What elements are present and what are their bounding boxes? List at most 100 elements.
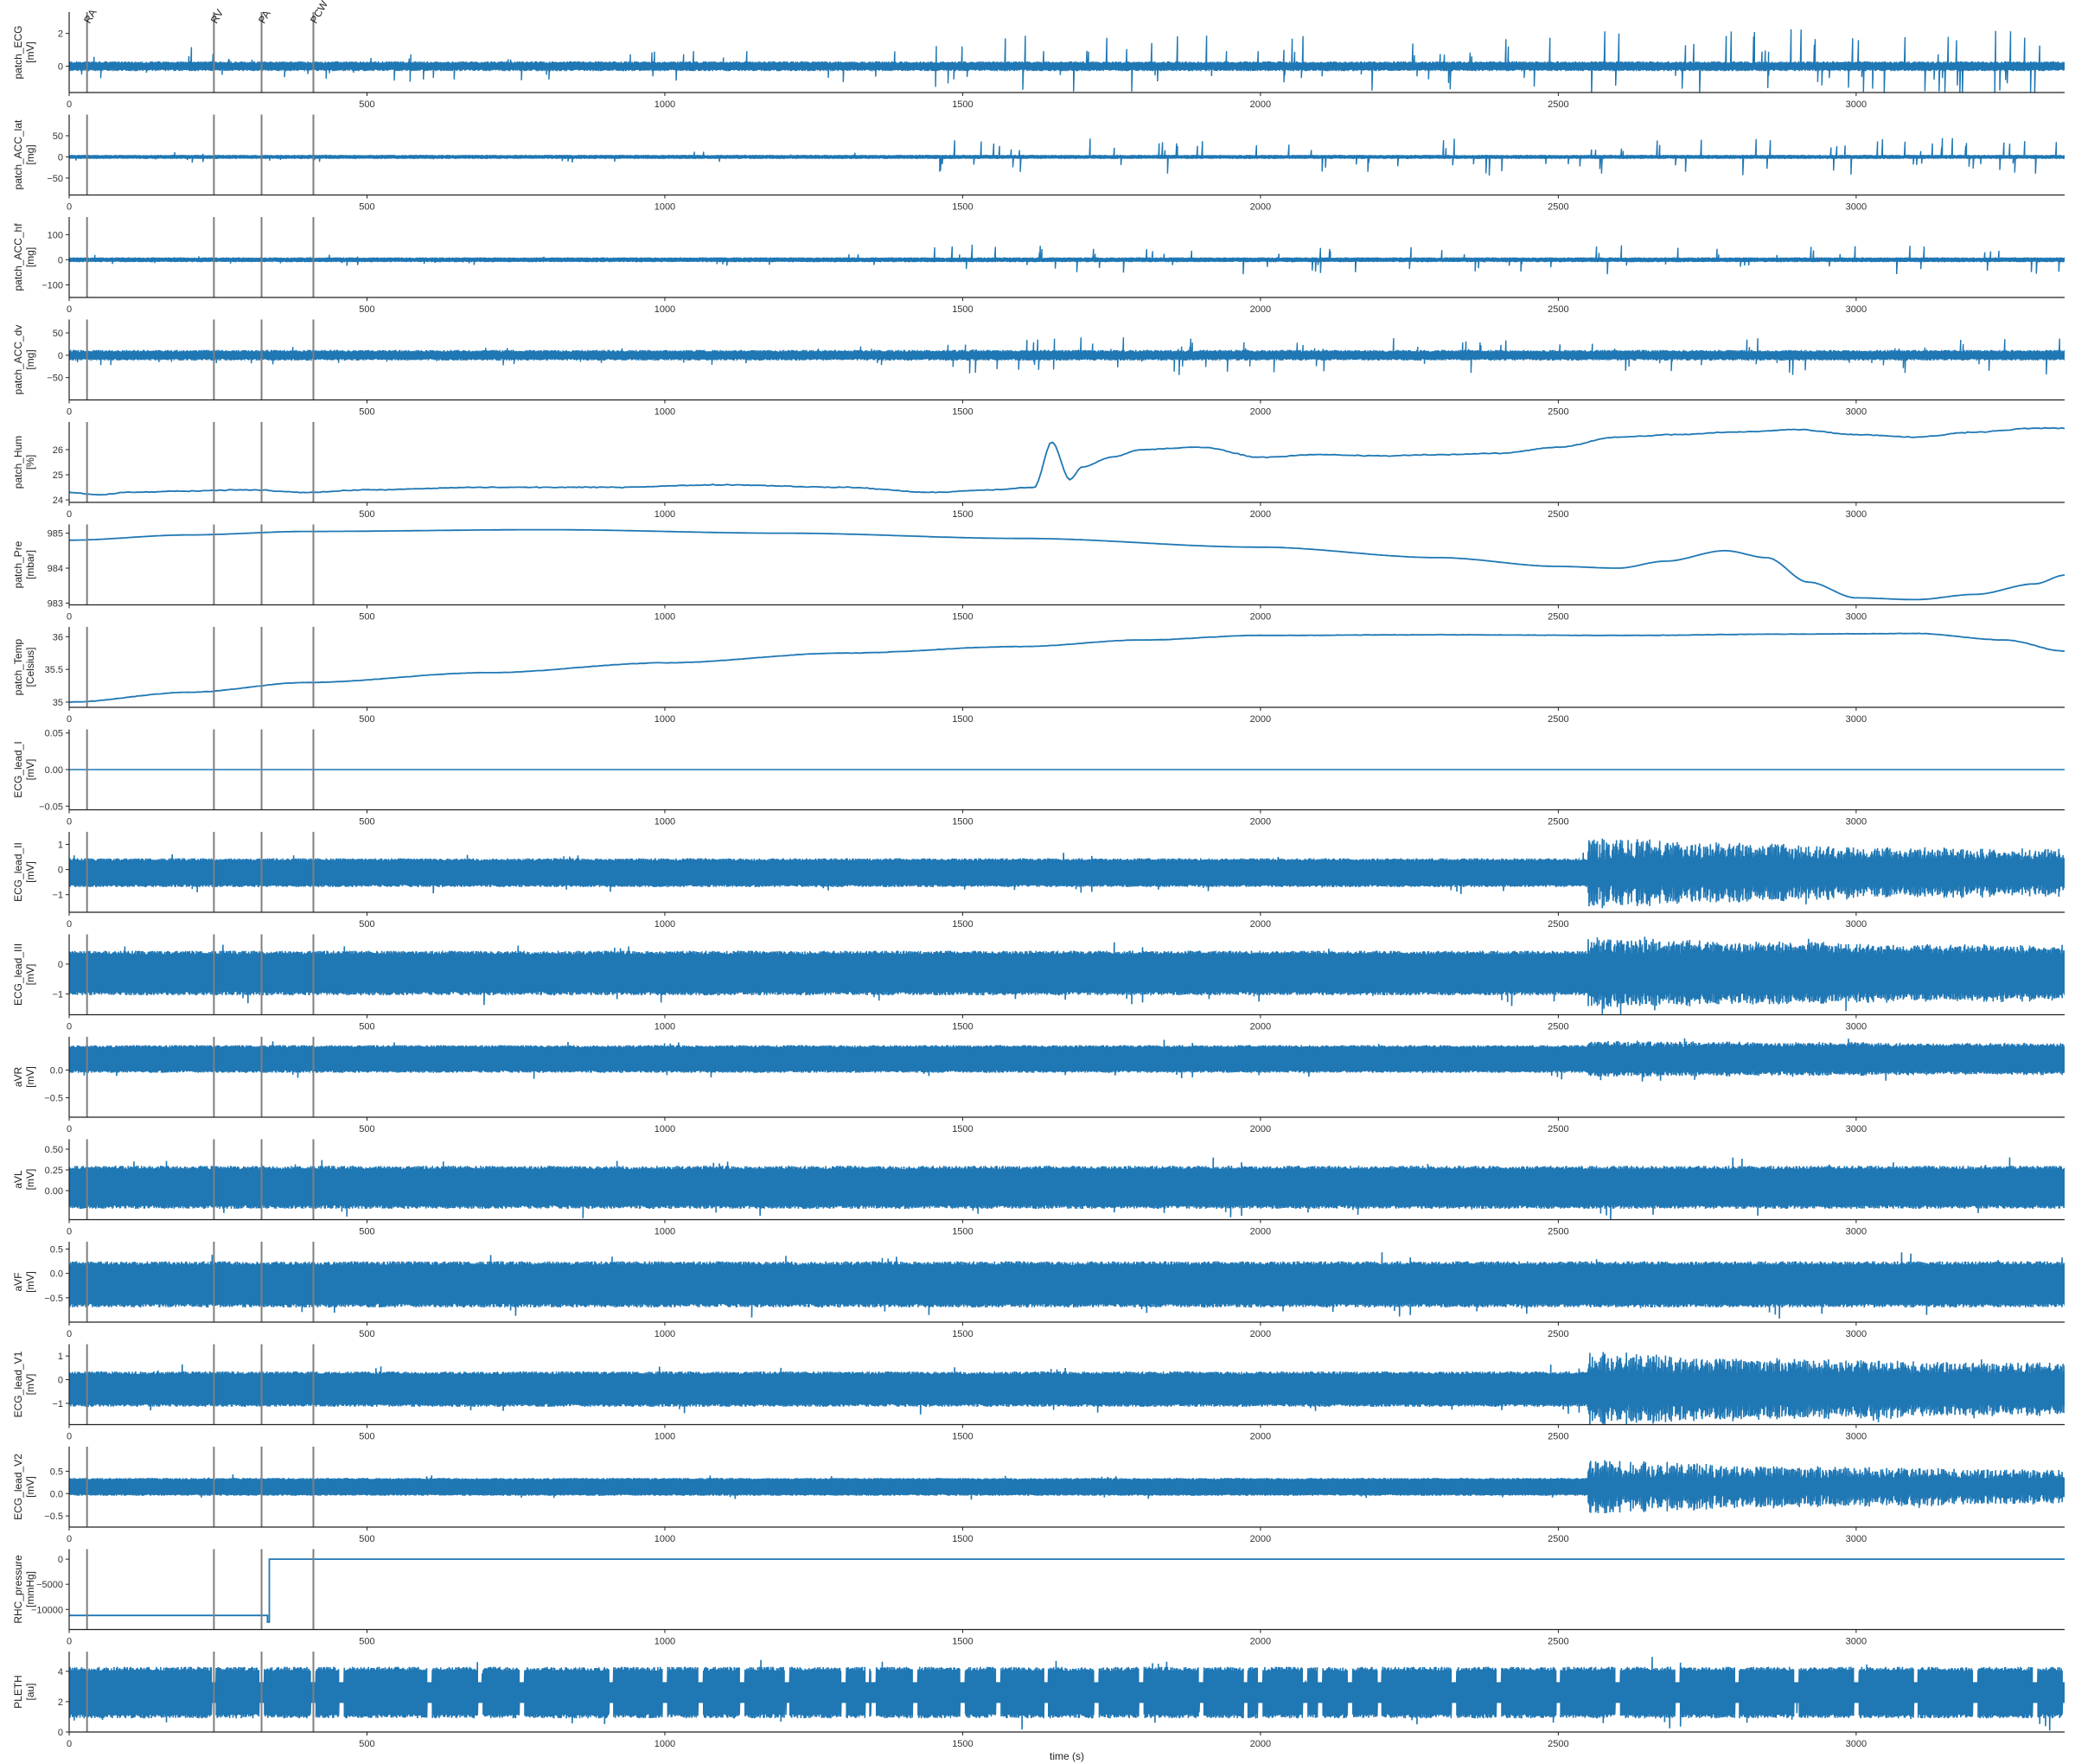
panel-12-ytick-label: 0.25 [45, 1166, 63, 1176]
panel-1-series-line [69, 29, 2065, 93]
panel-9-xtick-label: 2000 [1250, 919, 1271, 930]
panel-9-data [69, 838, 2065, 909]
panel-14-xtick-label: 1500 [952, 1432, 973, 1442]
panel-5-ylabel: patch_Hum[%] [12, 436, 36, 489]
panel-3-xtick-label: 3000 [1846, 304, 1867, 315]
panel-14-xtick-label: 500 [359, 1432, 374, 1442]
panel-12-ytick-label: 0.50 [45, 1145, 63, 1155]
panel-8-xtick-label: 2000 [1250, 817, 1271, 828]
panel-15-data [69, 1460, 2065, 1514]
panel-14-xtick-label: 2000 [1250, 1432, 1271, 1442]
panel-10-ytick-label: 0 [58, 960, 63, 970]
panel-17-xtick-label: 1500 [952, 1739, 973, 1749]
panel-6-xtick-label: 2000 [1250, 612, 1271, 623]
panel-4-ytick-label: 50 [53, 329, 63, 339]
panel-15-ytick-label: 0.0 [50, 1489, 63, 1499]
panel-13-series-line [69, 1252, 2065, 1319]
panel-15-xtick-label: 2000 [1250, 1534, 1271, 1544]
panel-10-data [69, 936, 2065, 1014]
panel-3-ylabel: patch_ACC_hf[mg] [12, 223, 36, 291]
panel-11-xtick-label: 2000 [1250, 1124, 1271, 1134]
panel-9-xtick-label: 500 [359, 919, 374, 930]
panel-12-data [69, 1157, 2065, 1219]
panel-17-series-line [69, 1657, 2065, 1731]
panel-11-ytick-label: 0.0 [50, 1065, 63, 1076]
panel-4-ytick-label: −50 [47, 374, 63, 384]
panel-8-ytick-label: 0.00 [45, 765, 63, 776]
panel-11-xtick-label: 500 [359, 1124, 374, 1134]
panel-6-ylabel: patch_Pre[mbar] [12, 540, 36, 588]
panel-14-ytick-label: 0 [58, 1376, 63, 1386]
panel-4-xtick-label: 2000 [1250, 407, 1271, 418]
panel-2-xtick-label: 3000 [1846, 202, 1867, 213]
panel-5-xtick-label: 2500 [1548, 509, 1568, 520]
panel-8-xtick-label: 3000 [1846, 817, 1867, 828]
panel-15-xtick-label: 1500 [952, 1534, 973, 1544]
panel-2-xtick-label: 1000 [654, 202, 675, 213]
panel-13-xtick-label: 1000 [654, 1329, 675, 1339]
panel-5-ytick-label: 25 [53, 470, 63, 481]
panel-16-xtick-label: 500 [359, 1637, 374, 1647]
panel-1-xtick-label: 0 [67, 99, 72, 110]
panel-7-data [69, 632, 2065, 703]
panel-6-xtick-label: 3000 [1846, 612, 1867, 623]
panel-10-xtick-label: 1500 [952, 1022, 973, 1032]
event-label-pa: PA [256, 8, 273, 25]
panel-12-ylabel: aVL[mV] [12, 1169, 36, 1191]
panel-1-xtick-label: 2000 [1250, 99, 1271, 110]
panel-1-xtick-label: 1500 [952, 99, 973, 110]
panel-4-xtick-label: 1000 [654, 407, 675, 418]
panel-17-xtick-label: 2500 [1548, 1739, 1568, 1749]
panel-6-xtick-label: 500 [359, 612, 374, 623]
panel-8-ylabel: ECG_lead_I[mV] [12, 741, 36, 797]
panel-10-series-line [69, 936, 2065, 1014]
panel-15-ytick-label: 0.5 [50, 1467, 63, 1477]
panel-17-ytick-label: 4 [58, 1667, 63, 1678]
panel-3-xtick-label: 0 [67, 304, 72, 315]
panel-3-xtick-label: 1000 [654, 304, 675, 315]
panel-13-xtick-label: 3000 [1846, 1329, 1867, 1339]
panel-3-ytick-label: −100 [42, 280, 63, 291]
panel-4-series-line [69, 337, 2065, 375]
panel-2-ytick-label: −50 [47, 174, 63, 184]
panel-7-xtick-label: 3000 [1846, 714, 1867, 725]
panel-16-ytick-label: −5000 [36, 1580, 63, 1590]
panel-12-xtick-label: 500 [359, 1227, 374, 1237]
panel-2-ylabel: patch_ACC_lat[mg] [12, 119, 36, 189]
panel-15-xtick-label: 2500 [1548, 1534, 1568, 1544]
panel-9-xtick-label: 2500 [1548, 919, 1568, 930]
panel-2-xtick-label: 0 [67, 202, 72, 213]
panel-13-xtick-label: 0 [67, 1329, 72, 1339]
panel-14-series-line [69, 1352, 2065, 1425]
panel-7-series-line [69, 632, 2065, 703]
panel-17-data [69, 1657, 2065, 1731]
panel-13-xtick-label: 500 [359, 1329, 374, 1339]
panel-3-ytick-label: 100 [48, 230, 63, 240]
panel-8-xtick-label: 1500 [952, 817, 973, 828]
panel-14-ylabel: ECG_lead_V1[mV] [12, 1351, 36, 1417]
panel-4-xtick-label: 1500 [952, 407, 973, 418]
panel-8-ytick-label: 0.05 [45, 729, 63, 739]
panel-7-xtick-label: 2500 [1548, 714, 1568, 725]
panel-10-xtick-label: 0 [67, 1022, 72, 1032]
panel-2-data [69, 137, 2065, 176]
panel-15-ylabel: ECG_lead_V2[mV] [12, 1454, 36, 1520]
panel-11-data [69, 1038, 2065, 1082]
panel-5: 24 25 26 0 500 1000 1500 2000 2500 3000 patch_Hum[… [12, 422, 2065, 520]
panel-15-series-line [69, 1460, 2065, 1514]
panel-1-xtick-label: 2500 [1548, 99, 1568, 110]
panel-8-xtick-label: 2500 [1548, 817, 1568, 828]
panel-12-xtick-label: 1000 [654, 1227, 675, 1237]
panel-6: 983 984 985 0 500 1000 1500 2000 2500 3000 patch_P… [12, 524, 2065, 623]
panel-7-ylabel: patch_Temp[Celsius] [12, 638, 36, 695]
panel-10-xtick-label: 1000 [654, 1022, 675, 1032]
panel-11-xtick-label: 0 [67, 1124, 72, 1134]
panel-1-data [69, 29, 2065, 93]
panel-6-data [69, 528, 2065, 601]
panel-9-xtick-label: 1500 [952, 919, 973, 930]
panel-11-xtick-label: 1500 [952, 1124, 973, 1134]
panel-11: −0.5 0.0 0 500 1000 1500 2000 2500 3000 aVR[mV] [12, 1037, 2065, 1134]
panel-16-xtick-label: 2000 [1250, 1637, 1271, 1647]
